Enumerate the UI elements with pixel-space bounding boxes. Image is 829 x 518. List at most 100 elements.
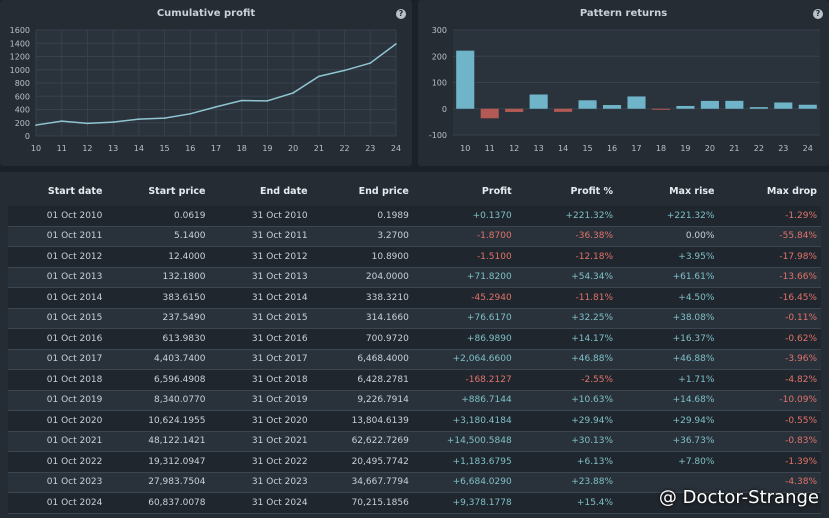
table-cell: +46.88% bbox=[617, 349, 719, 370]
table-cell: 6,468.4000 bbox=[311, 349, 413, 370]
line-point bbox=[266, 100, 269, 102]
table-row: 01 Oct 2016 613.9830 31 Oct 2016 700.9720 +8… bbox=[8, 328, 821, 350]
column-header[interactable]: Profit % bbox=[570, 185, 614, 197]
x-tick-label: 18 bbox=[237, 144, 247, 153]
table-cell: 62,622.7269 bbox=[311, 431, 413, 452]
table-row: 01 Oct 2012 12.4000 31 Oct 2012 10.8900 -1.5… bbox=[8, 246, 821, 268]
table-cell: 31 Oct 2022 bbox=[209, 451, 312, 473]
table-cell: +76.6170 bbox=[412, 308, 516, 329]
table-cell: +61.61% bbox=[617, 267, 719, 288]
column-header[interactable]: Max rise bbox=[669, 185, 715, 197]
bar bbox=[700, 100, 719, 109]
table-cell: 6,596.4908 bbox=[106, 369, 210, 391]
table-cell: +54.34% bbox=[515, 267, 618, 288]
table-cell bbox=[617, 472, 719, 493]
column-header[interactable]: End price bbox=[358, 185, 409, 197]
table-cell: +14.68% bbox=[617, 390, 719, 411]
table-cell: -0.11% bbox=[718, 308, 821, 329]
y-tick-label: 400 bbox=[15, 106, 30, 115]
line-point bbox=[86, 122, 89, 125]
table-cell: 0.1989 bbox=[311, 206, 413, 227]
table-cell: -55.84% bbox=[718, 226, 821, 247]
table-cell: -13.66% bbox=[718, 267, 821, 288]
bar bbox=[676, 105, 695, 109]
help-icon[interactable]: ? bbox=[396, 9, 406, 19]
x-tick-label: 21 bbox=[314, 144, 324, 153]
column-header[interactable]: Max drop bbox=[766, 185, 817, 197]
table-cell: 31 Oct 2011 bbox=[209, 226, 312, 247]
cumulative-profit-title: Cumulative profit bbox=[156, 8, 256, 19]
x-tick-label: 24 bbox=[391, 144, 401, 153]
table-row: 01 Oct 2019 8,340.0770 31 Oct 2019 9,226.79… bbox=[8, 390, 821, 411]
y-tick-label: 800 bbox=[15, 79, 30, 88]
y-tick-label: -100 bbox=[429, 131, 447, 140]
column-header[interactable]: Start price bbox=[148, 185, 206, 197]
table-row: 01 Oct 2017 4,403.7400 31 Oct 2017 6,468.40… bbox=[8, 349, 821, 370]
table-row: 01 Oct 2024 60,837.0078 31 Oct 2024 70,215.… bbox=[8, 492, 821, 514]
x-tick-label: 16 bbox=[185, 144, 195, 153]
table-cell: 10,624.1955 bbox=[106, 410, 210, 432]
table-cell: +1.71% bbox=[617, 369, 719, 391]
table-cell: +7.80% bbox=[617, 451, 719, 473]
table-cell: +886.7144 bbox=[412, 390, 516, 411]
table-cell: 5.1400 bbox=[106, 226, 210, 247]
table-cell: 10.8900 bbox=[311, 246, 413, 268]
table-cell: -45.2940 bbox=[412, 287, 516, 309]
line-point bbox=[292, 92, 294, 94]
column-header[interactable]: End date bbox=[260, 185, 308, 197]
table-row: 01 Oct 2015 237.5490 31 Oct 2015 314.1660 +7… bbox=[8, 308, 821, 329]
table-cell: 338.3210 bbox=[311, 287, 413, 309]
table-cell: 6,428.2781 bbox=[311, 369, 413, 391]
table-cell: -1.5100 bbox=[412, 246, 516, 268]
column-header[interactable]: Start date bbox=[47, 185, 103, 197]
results-table-panel: Start date Start price End date End price Pr… bbox=[0, 172, 829, 518]
bar bbox=[578, 100, 597, 109]
table-cell bbox=[718, 492, 821, 514]
table-cell: -2.55% bbox=[515, 369, 618, 391]
table-cell: 237.5490 bbox=[106, 308, 210, 329]
x-tick-label: 11 bbox=[57, 144, 67, 153]
x-tick-label: 11 bbox=[485, 144, 495, 153]
table-cell: 8,340.0770 bbox=[106, 390, 210, 411]
results-table: Start date Start price End date End price Pr… bbox=[8, 180, 821, 514]
table-cell: +46.88% bbox=[515, 349, 618, 370]
table-cell: 31 Oct 2015 bbox=[209, 308, 312, 329]
x-tick-label: 24 bbox=[803, 144, 813, 153]
table-cell: -11.81% bbox=[515, 287, 618, 309]
table-header-row: Start date Start price End date End price Pr… bbox=[8, 180, 821, 206]
table-row: 01 Oct 2022 19,312.0947 31 Oct 2022 20,495.… bbox=[8, 451, 821, 473]
table-cell: 31 Oct 2019 bbox=[209, 390, 312, 411]
line-point bbox=[318, 75, 320, 78]
table-cell: 60,837.0078 bbox=[106, 492, 210, 514]
cumulative-profit-panel: Cumulative profit ? 0 200 400 600 800 1000 120… bbox=[0, 0, 412, 166]
line-point bbox=[240, 99, 243, 102]
x-tick-label: 20 bbox=[288, 144, 298, 153]
x-tick-label: 12 bbox=[82, 144, 92, 153]
table-cell: 31 Oct 2012 bbox=[209, 246, 312, 268]
y-tick-label: 300 bbox=[432, 26, 447, 35]
x-tick-label: 20 bbox=[705, 144, 715, 153]
help-icon[interactable]: ? bbox=[813, 9, 823, 19]
table-cell: 31 Oct 2016 bbox=[209, 328, 312, 350]
table-cell: -17.98% bbox=[718, 246, 821, 268]
bar bbox=[774, 102, 793, 109]
table-row: 01 Oct 2021 48,122.1421 31 Oct 2021 62,622.… bbox=[8, 431, 821, 452]
table-cell: 12.4000 bbox=[106, 246, 210, 268]
table-cell: 314.1660 bbox=[311, 308, 413, 329]
x-tick-label: 17 bbox=[631, 144, 641, 153]
table-cell: -4.38% bbox=[718, 472, 821, 493]
line-point bbox=[369, 62, 372, 64]
table-cell: 01 Oct 2016 bbox=[8, 328, 107, 350]
bar bbox=[602, 105, 622, 109]
table-cell: +36.73% bbox=[617, 431, 719, 452]
x-tick-label: 22 bbox=[339, 144, 349, 153]
table-cell: 204.0000 bbox=[311, 267, 413, 288]
table-cell: +2,064.6600 bbox=[412, 349, 516, 370]
column-header[interactable]: Profit bbox=[481, 185, 512, 197]
table-cell: +221.32% bbox=[515, 206, 618, 227]
table-cell: 01 Oct 2018 bbox=[8, 369, 107, 391]
line-point bbox=[215, 106, 217, 108]
table-cell: +29.94% bbox=[617, 410, 719, 432]
x-tick-label: 18 bbox=[656, 144, 666, 153]
table-cell: 01 Oct 2015 bbox=[8, 308, 107, 329]
